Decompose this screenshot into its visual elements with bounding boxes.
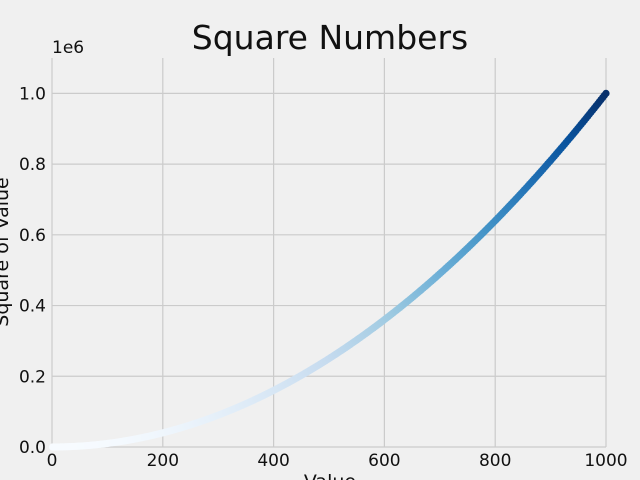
y-tick-label: 0.0 — [19, 438, 46, 458]
chart-title: Square Numbers — [192, 18, 468, 57]
x-tick-label: 200 — [147, 451, 179, 471]
x-tick-label: 600 — [368, 451, 400, 471]
y-tick-label: 0.4 — [19, 297, 46, 317]
y-offset-label: 1e6 — [52, 38, 84, 58]
data-point — [602, 89, 610, 97]
y-tick-label: 0.2 — [19, 367, 46, 387]
y-tick-label: 1.0 — [19, 84, 46, 104]
x-tick-label: 0 — [47, 451, 58, 471]
scatter-series — [48, 89, 610, 451]
x-tick-label: 400 — [257, 451, 289, 471]
x-axis-label: Value — [304, 471, 356, 480]
grid — [51, 58, 607, 448]
y-axis-label: Square of Value — [0, 177, 13, 326]
y-tick-label: 0.8 — [19, 155, 46, 175]
y-tick-labels: 0.0 0.2 0.4 0.6 0.8 1.0 — [19, 84, 46, 458]
x-tick-labels: 0 200 400 600 800 1000 — [47, 451, 628, 471]
x-tick-label: 800 — [479, 451, 511, 471]
x-tick-label: 1000 — [584, 451, 627, 471]
y-tick-label: 0.6 — [19, 226, 46, 246]
